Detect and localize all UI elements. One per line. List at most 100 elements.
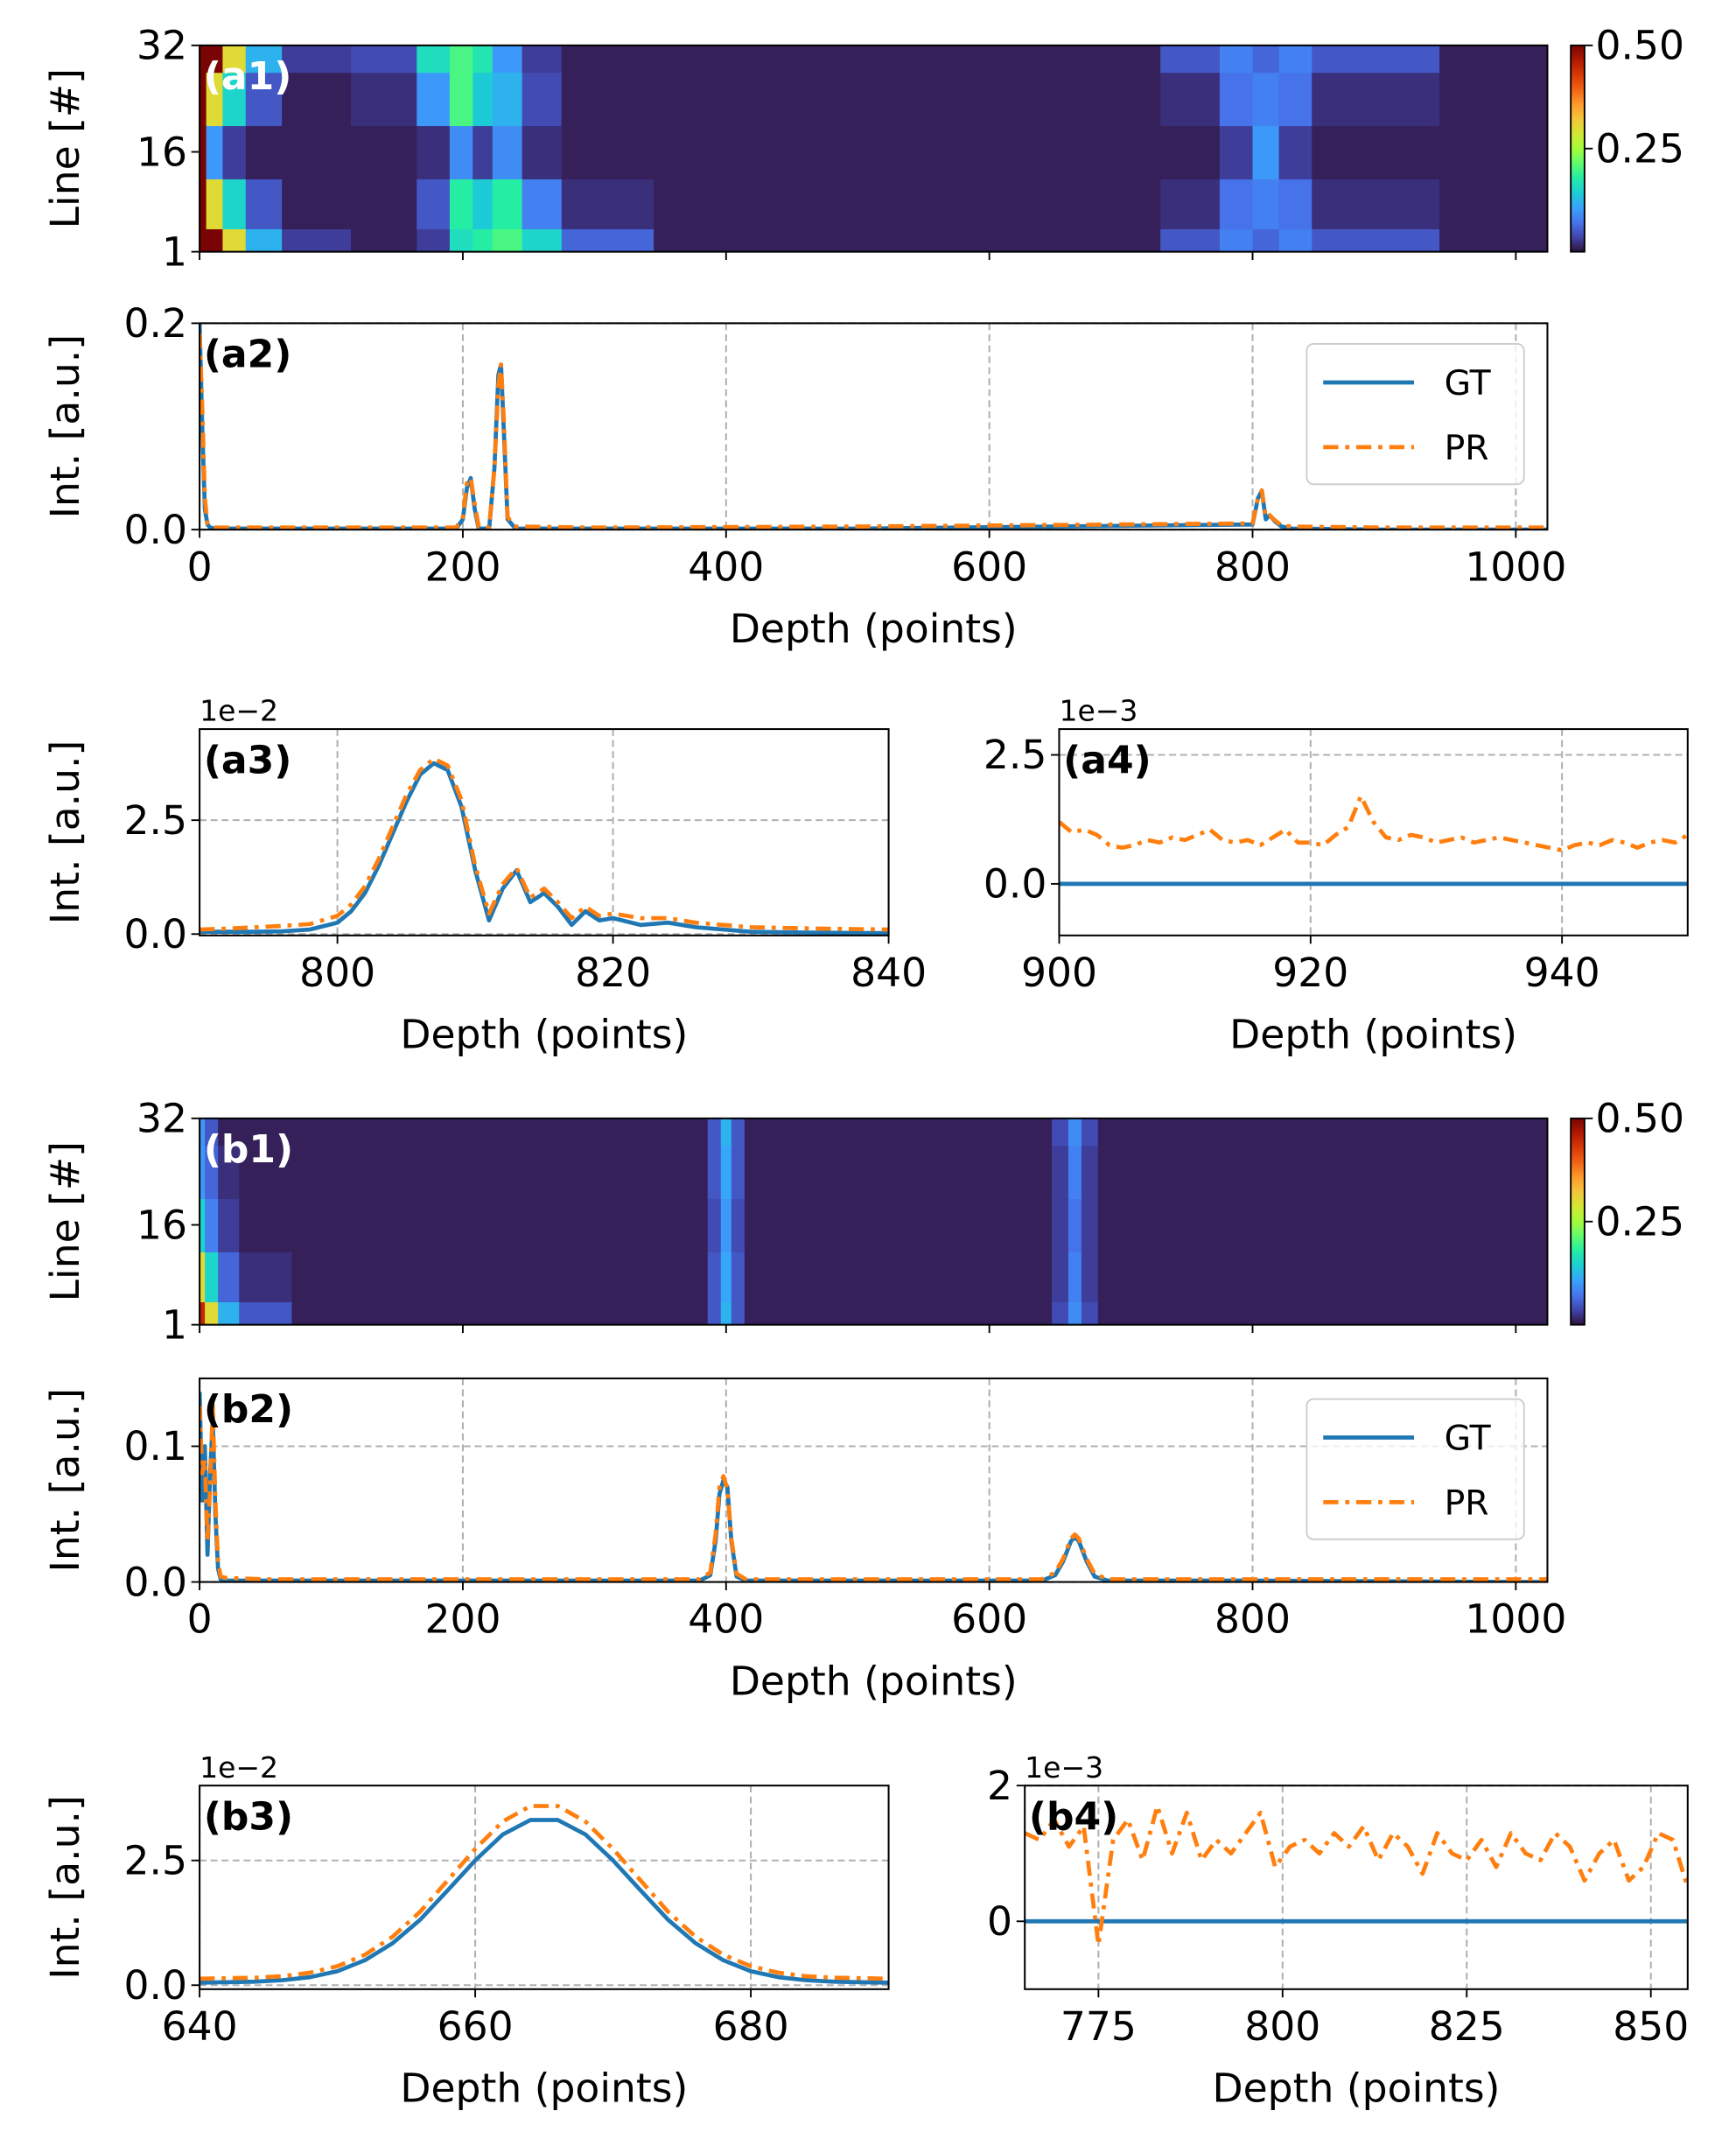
heatmap-cell xyxy=(1439,125,1548,179)
panel-tag: (a4) xyxy=(1063,738,1152,782)
heatmap-cell xyxy=(1219,228,1254,252)
y-axis-label: Line [#] xyxy=(42,1141,88,1301)
heatmap-cell xyxy=(1052,1198,1069,1252)
heatmap-cell xyxy=(561,45,655,74)
axes-frame xyxy=(199,1377,1549,1583)
x-axis-label: Depth (points) xyxy=(400,2065,688,2112)
x-tick-label: 0 xyxy=(187,544,213,590)
heatmap-cell xyxy=(720,1198,732,1252)
legend-label: GT xyxy=(1445,364,1492,403)
heatmap-cell xyxy=(744,1198,899,1252)
heatmap-cell xyxy=(282,178,353,229)
heatmap-cell xyxy=(472,45,494,74)
heatmap-cell xyxy=(291,1198,517,1252)
heatmap-cell xyxy=(897,1301,1054,1325)
series-line xyxy=(1025,1804,1688,1947)
series-line xyxy=(200,333,1548,530)
heatmap-cell xyxy=(449,178,474,229)
plot-area xyxy=(200,323,1548,530)
heatmap-cell xyxy=(1219,45,1254,74)
legend-box xyxy=(1306,343,1525,486)
heatmap-cell xyxy=(200,1118,206,1147)
heatmap-cell xyxy=(351,228,418,252)
heatmap-cell xyxy=(291,1145,517,1200)
x-tick-label: 1000 xyxy=(1465,1596,1566,1643)
heatmap-cell xyxy=(472,178,494,229)
heatmap-cell xyxy=(1081,1118,1099,1147)
heatmap-cell xyxy=(449,125,474,179)
axes-frame xyxy=(199,322,1549,531)
y-tick-label: 1 xyxy=(162,228,187,275)
offset-text: 1e−3 xyxy=(1025,1750,1103,1785)
panel-tag: (b1) xyxy=(204,1127,293,1172)
heatmap-cell xyxy=(1081,1198,1099,1252)
heatmap-cell xyxy=(449,45,474,74)
x-axis-label: Depth (points) xyxy=(730,1658,1018,1704)
y-tick-label: 2.5 xyxy=(984,732,1046,778)
legend-box xyxy=(1306,1398,1525,1540)
colorbar-tick-label: 0.25 xyxy=(1595,1198,1684,1245)
heatmap-cell xyxy=(1097,1118,1329,1147)
x-axis-label: Depth (points) xyxy=(730,606,1018,652)
series-line xyxy=(200,1804,889,1981)
heatmap-cell xyxy=(1327,1145,1548,1200)
x-tick-label: 940 xyxy=(1524,950,1600,996)
heatmap-cell xyxy=(416,228,451,252)
heatmap-cell xyxy=(561,72,655,127)
heatmap-cell xyxy=(1312,125,1441,179)
heatmap-cell xyxy=(205,1118,220,1147)
y-tick-label: 0.0 xyxy=(123,507,186,553)
heatmap-cell xyxy=(720,1251,732,1302)
x-tick-label: 660 xyxy=(438,2003,514,2050)
y-axis-label: Int. [a.u.] xyxy=(42,1388,88,1573)
heatmap-cell xyxy=(1439,72,1548,127)
heatmap-cell xyxy=(1068,1145,1082,1200)
axes-frame xyxy=(199,1117,1549,1326)
heatmap-cell xyxy=(200,228,207,252)
heatmap-cell xyxy=(245,125,284,179)
y-tick-label: 0.0 xyxy=(123,911,186,957)
heatmap-cell xyxy=(654,228,925,252)
heatmap-cell xyxy=(472,72,494,127)
panel-tag: (a3) xyxy=(204,738,292,782)
heatmap-cell xyxy=(1252,228,1280,252)
x-tick-label: 920 xyxy=(1272,950,1348,996)
x-tick-label: 0 xyxy=(187,1596,213,1643)
axes-frame xyxy=(1024,1785,1689,1990)
heatmap xyxy=(200,1118,1548,1325)
heatmap-cell xyxy=(707,1251,722,1302)
heatmap-cell xyxy=(239,1251,293,1302)
offset-text: 1e−2 xyxy=(200,1750,278,1785)
heatmap-cell xyxy=(206,72,224,127)
heatmap-cell xyxy=(923,228,1162,252)
axes-frame xyxy=(199,44,1549,253)
heatmap-cell xyxy=(1052,1145,1069,1200)
x-axis-label: Depth (points) xyxy=(1213,2065,1501,2112)
heatmap-cell xyxy=(1160,72,1221,127)
heatmap-cell xyxy=(1097,1301,1329,1325)
x-tick-label: 400 xyxy=(688,1596,764,1643)
y-tick-label: 0.0 xyxy=(984,861,1046,908)
heatmap-cell xyxy=(1097,1251,1329,1302)
heatmap-cell xyxy=(245,178,284,229)
heatmap-cell xyxy=(707,1301,722,1325)
heatmap-cell xyxy=(1439,228,1548,252)
heatmap-cell xyxy=(1327,1301,1548,1325)
heatmap-cell xyxy=(282,45,353,74)
heatmap-cell xyxy=(720,1301,732,1325)
x-tick-label: 800 xyxy=(1214,1596,1291,1643)
x-tick-label: 1000 xyxy=(1465,544,1566,590)
heatmap-cell xyxy=(1439,45,1548,74)
axes-frame xyxy=(199,1785,890,1990)
heatmap-cell xyxy=(206,45,224,74)
heatmap-cell xyxy=(744,1145,899,1200)
heatmap-cell xyxy=(351,125,418,179)
heatmap-cell xyxy=(561,125,655,179)
heatmap-cell xyxy=(515,1251,709,1302)
heatmap-cell xyxy=(1160,228,1221,252)
y-tick-label: 16 xyxy=(136,129,187,175)
heatmap-cell xyxy=(205,1198,220,1252)
heatmap xyxy=(200,45,1548,252)
heatmap-cell xyxy=(897,1118,1054,1147)
